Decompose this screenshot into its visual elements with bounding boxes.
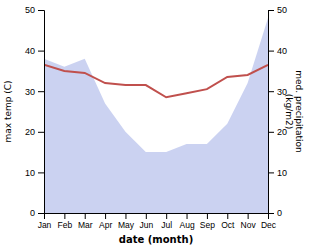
y2-tick: 40 bbox=[268, 46, 287, 56]
marks bbox=[44, 18, 268, 213]
tick-mark bbox=[207, 213, 208, 219]
tick-label: 10 bbox=[277, 168, 287, 178]
plot-area: JanFebMarAprMayJunJulAugSepOctNovDec0102… bbox=[25, 5, 287, 230]
y-tick: 10 bbox=[25, 168, 44, 178]
x-tick: Jan bbox=[38, 213, 52, 230]
y-tick: 30 bbox=[25, 87, 44, 97]
tick-label: Jul bbox=[161, 220, 172, 230]
tick-label: 20 bbox=[25, 127, 35, 137]
axis-line bbox=[38, 11, 45, 214]
y2-tick: 0 bbox=[268, 208, 282, 218]
tick-label: Nov bbox=[241, 220, 257, 230]
tick-mark bbox=[38, 91, 44, 92]
tick-mark bbox=[85, 213, 86, 219]
tick-label: 10 bbox=[25, 168, 35, 178]
tick-label: Dec bbox=[261, 220, 277, 230]
tick-mark bbox=[268, 91, 274, 92]
x-tick: Jun bbox=[139, 213, 153, 230]
y-axis: 0 10 20 30 40 50 bbox=[25, 5, 45, 218]
tick-label: Oct bbox=[221, 220, 235, 230]
y2-tick: 10 bbox=[268, 168, 287, 178]
tick-mark bbox=[64, 213, 65, 219]
tick-mark bbox=[38, 213, 44, 214]
y2-axis-title: med. precipitation(kg/m2) bbox=[284, 70, 304, 152]
tick-label: 50 bbox=[277, 5, 287, 15]
tick-mark bbox=[268, 172, 274, 173]
title-line: (kg/m2) bbox=[284, 94, 294, 129]
x-tick: Oct bbox=[221, 213, 235, 230]
y-tick: 40 bbox=[25, 46, 44, 56]
tick-mark bbox=[125, 213, 126, 219]
x-tick: Aug bbox=[179, 213, 194, 230]
x-tick: Sep bbox=[200, 213, 215, 230]
axis-line bbox=[45, 214, 269, 220]
tick-mark bbox=[187, 213, 188, 219]
x-tick: Jul bbox=[161, 213, 172, 230]
tick-mark bbox=[38, 132, 44, 133]
tick-mark bbox=[268, 213, 274, 214]
tick-mark bbox=[166, 213, 167, 219]
tick-label: 40 bbox=[25, 46, 35, 56]
title-line: med. precipitation bbox=[294, 70, 304, 152]
axis-line bbox=[269, 11, 275, 214]
tick-label: 30 bbox=[25, 87, 35, 97]
x-tick: Mar bbox=[78, 213, 93, 230]
tick-label: Jan bbox=[38, 220, 52, 230]
tick-label: May bbox=[118, 220, 135, 230]
tick-mark bbox=[38, 172, 44, 173]
tick-mark bbox=[227, 213, 228, 219]
tick-label: 0 bbox=[30, 208, 35, 218]
tick-label: Jun bbox=[139, 220, 153, 230]
x-tick: Dec bbox=[261, 213, 277, 230]
tick-mark bbox=[105, 213, 106, 219]
x-axis: Jan Feb Mar Apr May Jun Jul Aug Sep Oct Nov Dec bbox=[38, 213, 277, 230]
y-axis-title: max temp (C) bbox=[3, 80, 13, 142]
tick-mark bbox=[268, 10, 274, 11]
chart: JanFebMarAprMayJunJulAugSepOctNovDec0102… bbox=[0, 0, 318, 247]
tick-label: Feb bbox=[58, 220, 73, 230]
tick-mark bbox=[268, 51, 274, 52]
y-tick: 0 bbox=[30, 208, 44, 218]
x-tick: May bbox=[118, 213, 135, 230]
tick-label: Apr bbox=[99, 220, 112, 230]
x-axis-title: date (month) bbox=[119, 234, 193, 245]
tick-label: 0 bbox=[277, 208, 282, 218]
area bbox=[44, 18, 268, 213]
tick-mark bbox=[38, 10, 44, 11]
tick-label: Sep bbox=[200, 220, 215, 230]
tick-mark bbox=[248, 213, 249, 219]
tick-mark bbox=[268, 132, 274, 133]
tick-label: Mar bbox=[78, 220, 93, 230]
line bbox=[44, 65, 268, 97]
y-tick: 20 bbox=[25, 127, 44, 137]
x-tick: Nov bbox=[241, 213, 257, 230]
x-tick: Apr bbox=[99, 213, 112, 230]
tick-label: 40 bbox=[277, 46, 287, 56]
tick-mark bbox=[38, 51, 44, 52]
x-tick: Feb bbox=[58, 213, 73, 230]
tick-label: 50 bbox=[25, 5, 35, 15]
tick-label: Aug bbox=[179, 220, 194, 230]
tick-mark bbox=[146, 213, 147, 219]
y2-tick: 50 bbox=[268, 5, 287, 15]
y-tick: 50 bbox=[25, 5, 44, 15]
